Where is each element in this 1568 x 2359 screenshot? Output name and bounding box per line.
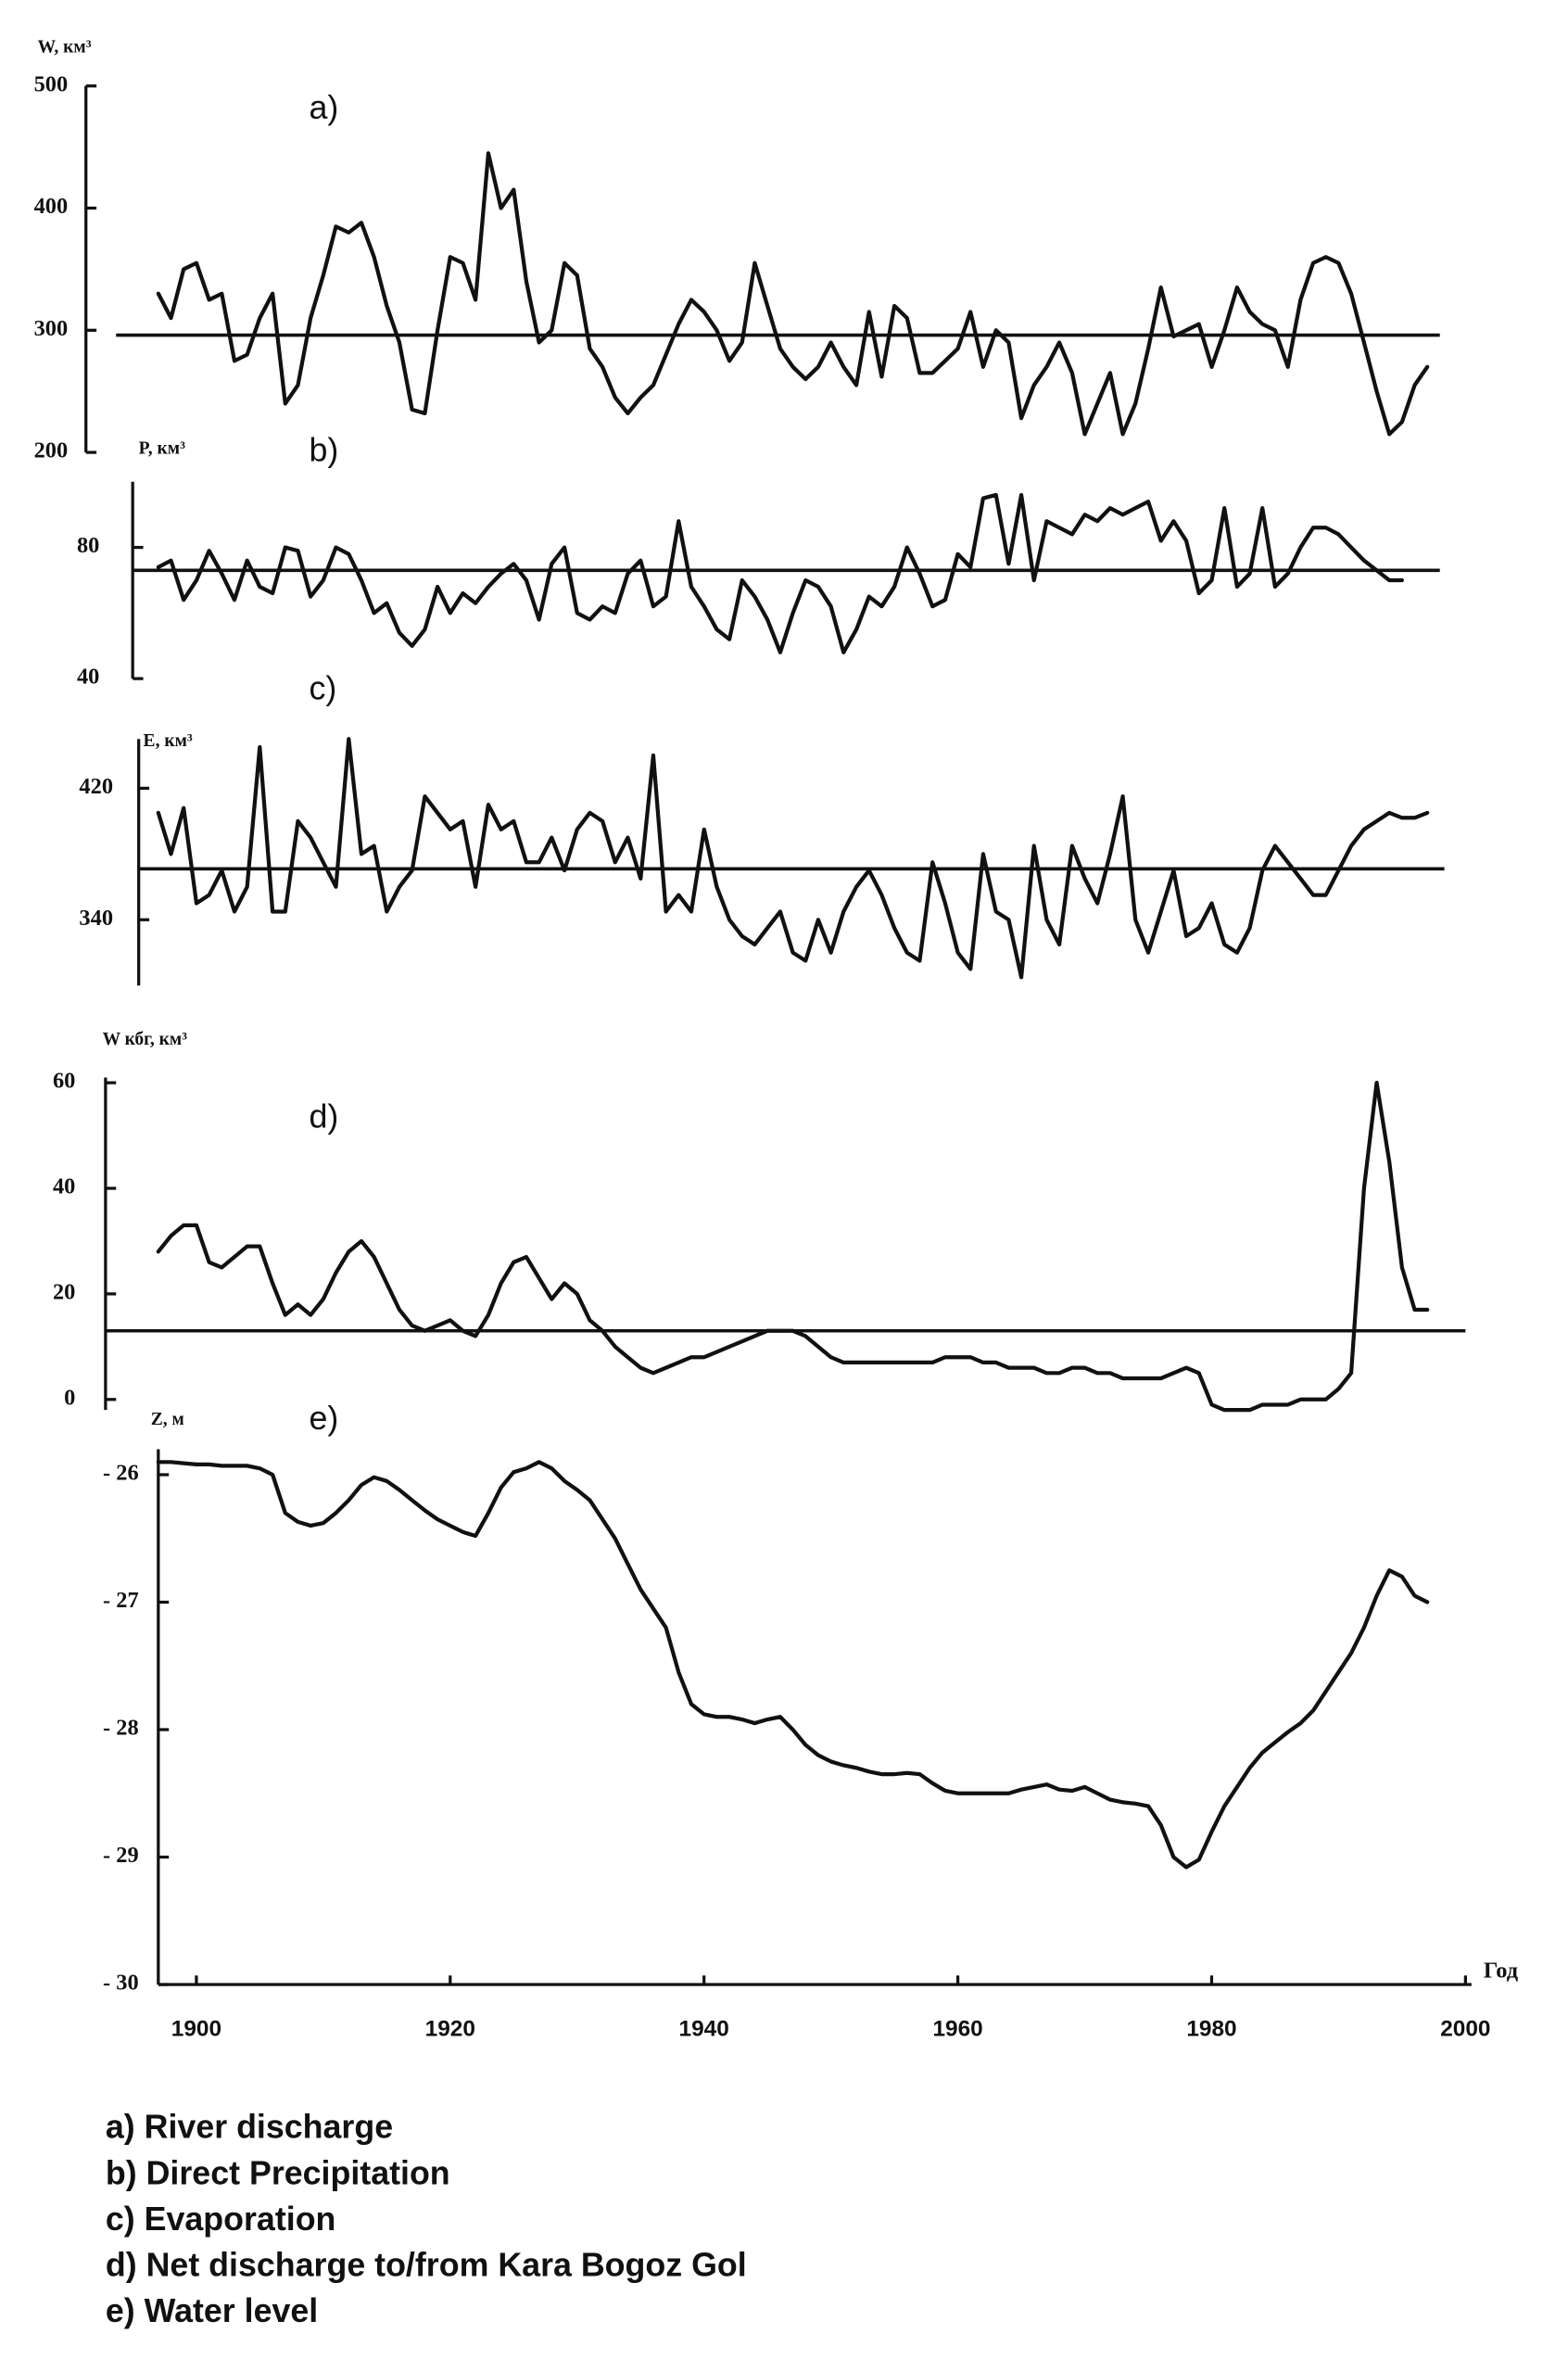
y-tick-label: 400 [34, 194, 69, 219]
caption: b) Direct Precipitation [106, 2154, 450, 2191]
y-tick-label: 300 [34, 316, 69, 341]
x-tick-label: 1940 [679, 2016, 729, 2041]
y-axis-label: E, км³ [144, 731, 193, 751]
data-line [156, 151, 1430, 437]
panel-label: c) [310, 670, 337, 707]
y-tick-label: - 29 [103, 1843, 139, 1868]
y-tick-label: - 28 [103, 1716, 139, 1741]
panel-label: d) [310, 1098, 339, 1135]
panel-label: a) [310, 89, 339, 126]
x-axis-label: Год [1484, 1959, 1519, 1984]
data-line [156, 492, 1404, 654]
y-tick-label: 60 [53, 1069, 75, 1094]
y-tick-label: 0 [64, 1385, 75, 1410]
caption: d) Net discharge to/from Kara Bogoz Gol [106, 2247, 747, 2284]
y-tick-label: - 26 [103, 1461, 139, 1486]
caption: c) Evaporation [106, 2200, 336, 2238]
y-axis-label: W, км³ [38, 38, 92, 57]
data-line [156, 737, 1430, 980]
y-tick-label: - 27 [103, 1588, 139, 1613]
y-tick-label: 80 [77, 533, 99, 558]
y-tick-label: 500 [34, 71, 69, 96]
y-tick-label: 200 [34, 438, 69, 463]
x-tick-label: 1980 [1186, 2016, 1236, 2041]
y-tick-label: 40 [77, 665, 99, 690]
y-tick-label: 420 [79, 774, 113, 799]
y-tick-label: 40 [53, 1174, 75, 1199]
x-tick-label: 1960 [932, 2016, 982, 2041]
x-tick-label: 1920 [425, 2016, 475, 2041]
panel-label: e) [310, 1400, 339, 1437]
y-axis-label: Z, м [151, 1410, 184, 1429]
data-line [156, 1460, 1430, 1870]
caption: a) River discharge [106, 2109, 393, 2146]
x-tick-label: 1900 [171, 2016, 221, 2041]
x-tick-label: 2000 [1440, 2016, 1490, 2041]
y-axis-label: P, км³ [139, 438, 185, 458]
data-line [156, 1081, 1430, 1413]
y-tick-label: 340 [79, 906, 113, 931]
y-tick-label: 20 [53, 1279, 75, 1304]
caption: e) Water level [106, 2292, 318, 2329]
y-tick-label: - 30 [103, 1971, 139, 1996]
y-axis-label: W кбг, км³ [103, 1030, 188, 1049]
panel-label: b) [310, 432, 339, 469]
